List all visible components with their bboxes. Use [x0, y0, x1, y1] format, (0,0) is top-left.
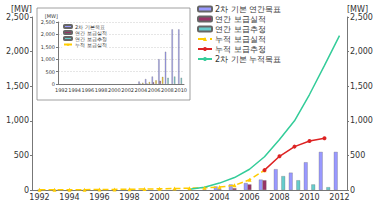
- svg-text:2006: 2006: [239, 193, 259, 202]
- svg-text:2,000: 2,000: [41, 31, 55, 37]
- svg-text:2차 기본목표: 2차 기본목표: [75, 23, 105, 30]
- svg-text:2,500: 2,500: [6, 13, 29, 22]
- svg-text:1,000: 1,000: [41, 56, 55, 62]
- svg-text:500: 500: [350, 151, 365, 160]
- svg-text:1,000: 1,000: [350, 116, 373, 125]
- svg-text:500: 500: [45, 69, 55, 75]
- svg-text:[MW]: [MW]: [10, 4, 32, 14]
- svg-text:2002: 2002: [179, 193, 199, 202]
- svg-text:2008: 2008: [161, 87, 174, 93]
- svg-text:누적 보급추정: 누적 보급추정: [215, 45, 266, 54]
- svg-text:연간 보급추정: 연간 보급추정: [75, 35, 107, 42]
- svg-text:1998: 1998: [95, 87, 108, 93]
- svg-text:2000: 2000: [108, 87, 121, 93]
- svg-text:2012: 2012: [329, 193, 349, 202]
- svg-text:1,500: 1,500: [41, 44, 55, 50]
- svg-text:2,000: 2,000: [350, 47, 373, 56]
- svg-text:2006: 2006: [148, 87, 161, 93]
- svg-text:2010: 2010: [174, 87, 187, 93]
- svg-text:1996: 1996: [89, 193, 109, 202]
- svg-text:2000: 2000: [149, 193, 169, 202]
- svg-text:2,500: 2,500: [350, 13, 373, 22]
- svg-text:연간 보급추정: 연간 보급추정: [215, 25, 266, 34]
- svg-text:1992: 1992: [55, 87, 68, 93]
- svg-text:1998: 1998: [119, 193, 139, 202]
- svg-text:2004: 2004: [135, 87, 148, 93]
- svg-text:2,500: 2,500: [41, 19, 55, 25]
- svg-text:[MW]: [MW]: [347, 4, 369, 14]
- svg-text:누적 보급실적: 누적 보급실적: [75, 42, 107, 48]
- svg-text:2008: 2008: [269, 193, 289, 202]
- svg-text:2010: 2010: [299, 193, 319, 202]
- svg-text:1992: 1992: [29, 193, 49, 202]
- svg-text:2,000: 2,000: [6, 47, 29, 56]
- svg-text:[MW]: [MW]: [45, 13, 58, 19]
- svg-text:1,500: 1,500: [350, 82, 373, 91]
- svg-text:2차 기본 연간목표: 2차 기본 연간목표: [215, 5, 281, 14]
- svg-text:1994: 1994: [59, 193, 79, 202]
- svg-text:0: 0: [24, 186, 29, 195]
- svg-text:연간 보급실적: 연간 보급실적: [215, 15, 266, 24]
- svg-text:누적 보급실적: 누적 보급실적: [215, 35, 266, 44]
- svg-text:2004: 2004: [209, 193, 229, 202]
- svg-text:500: 500: [14, 151, 29, 160]
- svg-text:0: 0: [350, 186, 355, 195]
- svg-text:2차 기본 누적목표: 2차 기본 누적목표: [215, 55, 281, 64]
- svg-text:1,500: 1,500: [6, 82, 29, 91]
- svg-text:2002: 2002: [121, 87, 134, 93]
- svg-text:1994: 1994: [68, 87, 81, 93]
- svg-text:연간 보급실적: 연간 보급실적: [75, 29, 107, 36]
- svg-text:1,000: 1,000: [6, 116, 29, 125]
- svg-text:1996: 1996: [81, 87, 94, 93]
- svg-text:0: 0: [51, 81, 55, 87]
